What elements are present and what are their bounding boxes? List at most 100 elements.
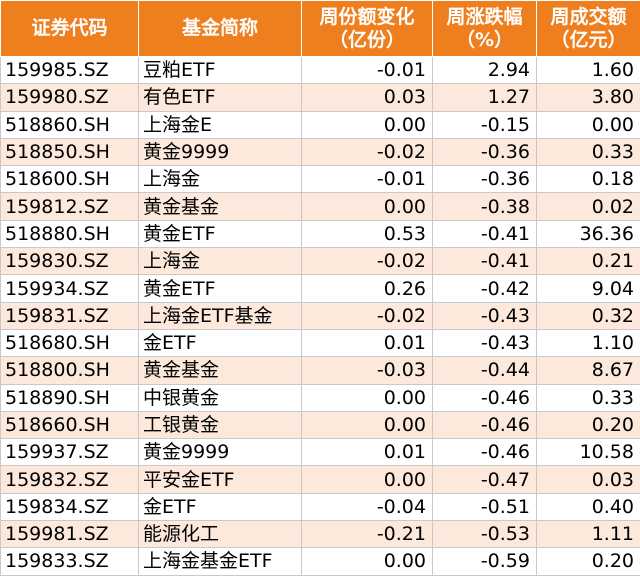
cell-price-change: -0.53 — [432, 520, 537, 549]
cell-fund-name: 黄金9999 — [138, 137, 302, 167]
cell-price-change: 1.27 — [432, 83, 537, 112]
cell-code: 159981.SZ — [0, 520, 139, 549]
cell-fund-name: 上海金基金ETF — [138, 547, 302, 576]
cell-code: 518880.SH — [0, 219, 139, 249]
cell-turnover: 0.02 — [536, 192, 640, 221]
cell-price-change: -0.43 — [432, 328, 537, 358]
cell-code: 159934.SZ — [0, 274, 139, 303]
table-row: 159833.SZ 上海金基金ETF 0.00 -0.59 0.20 — [0, 547, 640, 576]
header-code: 证券代码 — [0, 0, 139, 57]
cell-turnover: 10.58 — [536, 438, 640, 467]
cell-code: 159833.SZ — [0, 547, 139, 576]
cell-turnover: 36.36 — [536, 219, 640, 249]
cell-fund-name: 金ETF — [138, 328, 302, 358]
header-row: 证券代码 基金简称 周份额变化 （亿份） 周涨跌幅 （%） 周成交额 （亿元） — [0, 0, 640, 57]
cell-price-change: -0.51 — [432, 492, 537, 522]
cell-fund-name: 工银黄金 — [138, 410, 302, 440]
cell-share-change: -0.03 — [301, 356, 433, 385]
header-share-change-label: 周份额变化 — [319, 5, 415, 28]
cell-turnover: 0.33 — [536, 137, 640, 167]
table-row: 518850.SH 黄金9999 -0.02 -0.36 0.33 — [0, 137, 640, 167]
cell-share-change: 0.01 — [301, 438, 433, 467]
cell-price-change: -0.47 — [432, 465, 537, 494]
cell-code: 159985.SZ — [0, 55, 139, 85]
cell-turnover: 8.67 — [536, 356, 640, 385]
cell-price-change: -0.43 — [432, 301, 537, 330]
cell-code: 159830.SZ — [0, 247, 139, 276]
cell-share-change: -0.21 — [301, 520, 433, 549]
cell-share-change: 0.26 — [301, 274, 433, 303]
cell-fund-name: 金ETF — [138, 492, 302, 522]
cell-fund-name: 豆粕ETF — [138, 55, 302, 85]
cell-fund-name: 上海金 — [138, 247, 302, 276]
cell-price-change: -0.15 — [432, 110, 537, 139]
table-row: 159981.SZ 能源化工 -0.21 -0.53 1.11 — [0, 520, 640, 549]
header-turnover-unit: （亿元） — [550, 28, 627, 51]
cell-price-change: -0.41 — [432, 219, 537, 249]
table-row: 159812.SZ 黄金基金 0.00 -0.38 0.02 — [0, 192, 640, 221]
cell-share-change: 0.03 — [301, 83, 433, 112]
cell-code: 518660.SH — [0, 410, 139, 440]
cell-price-change: -0.44 — [432, 356, 537, 385]
cell-share-change: -0.01 — [301, 55, 433, 85]
cell-price-change: -0.36 — [432, 165, 537, 194]
header-code-label: 证券代码 — [31, 17, 108, 39]
cell-fund-name: 上海金ETF基金 — [138, 301, 302, 330]
cell-price-change: -0.46 — [432, 438, 537, 467]
table-row: 159831.SZ 上海金ETF基金 -0.02 -0.43 0.32 — [0, 301, 640, 330]
cell-price-change: 2.94 — [432, 55, 537, 85]
cell-turnover: 0.18 — [536, 165, 640, 194]
cell-code: 159937.SZ — [0, 438, 139, 467]
cell-code: 159831.SZ — [0, 301, 139, 330]
cell-share-change: 0.01 — [301, 328, 433, 358]
table-row: 159980.SZ 有色ETF 0.03 1.27 3.80 — [0, 83, 640, 112]
cell-turnover: 1.60 — [536, 55, 640, 85]
header-share-change: 周份额变化 （亿份） — [301, 0, 433, 57]
cell-code: 518600.SH — [0, 165, 139, 194]
header-price-change-label: 周涨跌幅 — [446, 5, 523, 28]
table-header: 证券代码 基金简称 周份额变化 （亿份） 周涨跌幅 （%） 周成交额 （亿元） — [0, 0, 640, 57]
cell-fund-name: 黄金ETF — [138, 274, 302, 303]
cell-fund-name: 黄金基金 — [138, 192, 302, 221]
table-row: 159985.SZ 豆粕ETF -0.01 2.94 1.60 — [0, 55, 640, 85]
cell-turnover: 0.20 — [536, 547, 640, 576]
table-row: 518890.SH 中银黄金 0.00 -0.46 0.33 — [0, 383, 640, 412]
cell-share-change: 0.00 — [301, 547, 433, 576]
header-price-change: 周涨跌幅 （%） — [432, 0, 537, 57]
cell-price-change: -0.59 — [432, 547, 537, 576]
cell-share-change: -0.02 — [301, 247, 433, 276]
cell-turnover: 1.11 — [536, 520, 640, 549]
table-row: 159832.SZ 平安金ETF 0.00 -0.47 0.03 — [0, 465, 640, 494]
cell-code: 518890.SH — [0, 383, 139, 412]
cell-turnover: 0.40 — [536, 492, 640, 522]
cell-turnover: 3.80 — [536, 83, 640, 112]
cell-code: 518800.SH — [0, 356, 139, 385]
cell-code: 159980.SZ — [0, 83, 139, 112]
header-share-change-unit: （亿份） — [328, 28, 405, 51]
cell-price-change: -0.41 — [432, 247, 537, 276]
cell-code: 518860.SH — [0, 110, 139, 139]
cell-fund-name: 黄金9999 — [138, 438, 302, 467]
table-row: 518800.SH 黄金基金 -0.03 -0.44 8.67 — [0, 356, 640, 385]
cell-fund-name: 上海金 — [138, 165, 302, 194]
cell-fund-name: 黄金ETF — [138, 219, 302, 249]
table-row: 518680.SH 金ETF 0.01 -0.43 1.10 — [0, 328, 640, 358]
cell-share-change: -0.01 — [301, 165, 433, 194]
cell-code: 159812.SZ — [0, 192, 139, 221]
header-turnover: 周成交额 （亿元） — [536, 0, 640, 57]
cell-turnover: 0.20 — [536, 410, 640, 440]
cell-turnover: 0.21 — [536, 247, 640, 276]
cell-share-change: 0.00 — [301, 383, 433, 412]
table-row: 159937.SZ 黄金9999 0.01 -0.46 10.58 — [0, 438, 640, 467]
cell-price-change: -0.46 — [432, 410, 537, 440]
cell-fund-name: 中银黄金 — [138, 383, 302, 412]
cell-share-change: 0.00 — [301, 110, 433, 139]
table-row: 518880.SH 黄金ETF 0.53 -0.41 36.36 — [0, 219, 640, 249]
cell-share-change: -0.02 — [301, 301, 433, 330]
cell-fund-name: 黄金基金 — [138, 356, 302, 385]
cell-turnover: 0.03 — [536, 465, 640, 494]
cell-share-change: 0.00 — [301, 192, 433, 221]
header-turnover-label: 周成交额 — [550, 5, 627, 28]
cell-share-change: -0.04 — [301, 492, 433, 522]
